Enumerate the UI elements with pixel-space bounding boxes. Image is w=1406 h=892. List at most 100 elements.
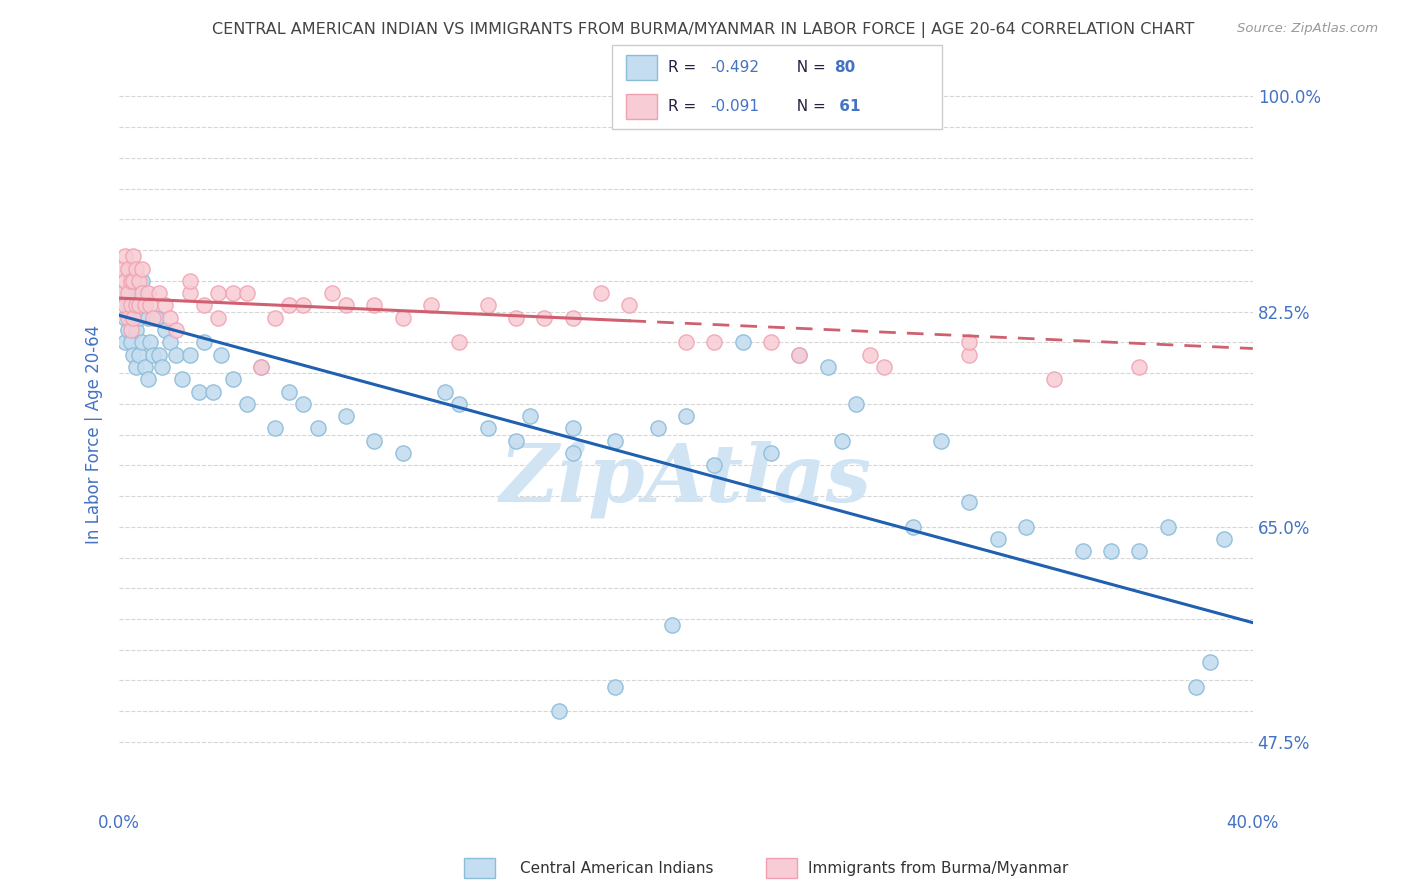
Point xyxy=(391,310,413,325)
Point xyxy=(125,359,148,374)
Point xyxy=(292,397,315,411)
Point xyxy=(335,409,357,424)
Point xyxy=(139,298,162,312)
Point xyxy=(136,286,159,301)
Point xyxy=(675,409,697,424)
Point xyxy=(134,298,156,312)
Point xyxy=(533,310,555,325)
Text: CENTRAL AMERICAN INDIAN VS IMMIGRANTS FROM BURMA/MYANMAR IN LABOR FORCE | AGE 20: CENTRAL AMERICAN INDIAN VS IMMIGRANTS FR… xyxy=(212,22,1194,38)
Point xyxy=(1128,544,1150,558)
Point xyxy=(505,434,527,448)
Point xyxy=(703,335,725,350)
Point xyxy=(831,434,853,448)
Text: -0.492: -0.492 xyxy=(710,61,759,75)
Point xyxy=(250,359,273,374)
Point xyxy=(987,532,1010,546)
Point xyxy=(120,323,142,337)
Point xyxy=(117,310,139,325)
Point xyxy=(122,310,145,325)
Point xyxy=(120,274,142,288)
Point xyxy=(236,397,259,411)
Point xyxy=(1128,359,1150,374)
Point xyxy=(759,335,782,350)
Point xyxy=(111,261,134,276)
Text: Immigrants from Burma/Myanmar: Immigrants from Burma/Myanmar xyxy=(808,862,1069,876)
Point xyxy=(193,335,215,350)
Point xyxy=(122,274,145,288)
Point xyxy=(363,298,385,312)
Point xyxy=(122,249,145,263)
Point xyxy=(131,286,153,301)
Point xyxy=(221,372,243,386)
Text: -0.091: -0.091 xyxy=(710,99,759,113)
Point xyxy=(207,286,229,301)
Point xyxy=(128,298,150,312)
Point xyxy=(153,298,176,312)
Point xyxy=(114,298,136,312)
Point xyxy=(605,680,627,694)
Point xyxy=(278,384,301,399)
Text: R =: R = xyxy=(668,61,702,75)
Point xyxy=(561,446,583,460)
Text: N =: N = xyxy=(787,99,831,113)
Point xyxy=(1043,372,1066,386)
Point xyxy=(859,348,882,362)
Point xyxy=(434,384,457,399)
Point xyxy=(1213,532,1236,546)
Point xyxy=(114,249,136,263)
Point xyxy=(901,520,924,534)
Point xyxy=(449,335,471,350)
Point xyxy=(335,298,357,312)
Text: Central American Indians: Central American Indians xyxy=(520,862,714,876)
Point xyxy=(321,286,343,301)
Point xyxy=(159,310,181,325)
Text: 80: 80 xyxy=(834,61,855,75)
Point xyxy=(117,261,139,276)
Point xyxy=(929,434,952,448)
Point xyxy=(111,286,134,301)
Point xyxy=(236,286,259,301)
Point xyxy=(114,335,136,350)
Point xyxy=(207,310,229,325)
Point xyxy=(142,310,165,325)
Point xyxy=(120,335,142,350)
Point xyxy=(703,458,725,473)
Point xyxy=(148,348,170,362)
Point xyxy=(449,397,471,411)
Point xyxy=(193,298,215,312)
Text: ZipAtlas: ZipAtlas xyxy=(501,441,872,518)
Point xyxy=(1199,655,1222,669)
Point xyxy=(187,384,209,399)
Point xyxy=(131,274,153,288)
Point xyxy=(142,348,165,362)
Point xyxy=(845,397,868,411)
Point xyxy=(209,348,232,362)
Point xyxy=(221,286,243,301)
Point xyxy=(264,421,287,435)
Point xyxy=(420,298,443,312)
Point xyxy=(125,323,148,337)
Point xyxy=(477,298,499,312)
Point xyxy=(134,298,156,312)
Point xyxy=(675,335,697,350)
Point xyxy=(292,298,315,312)
Point xyxy=(117,261,139,276)
Point xyxy=(959,348,981,362)
Point xyxy=(477,421,499,435)
Point xyxy=(117,286,139,301)
Point xyxy=(179,286,201,301)
Point xyxy=(1099,544,1122,558)
Point xyxy=(561,310,583,325)
Point xyxy=(619,298,641,312)
Point xyxy=(125,298,148,312)
Point xyxy=(117,298,139,312)
Point xyxy=(128,274,150,288)
Point xyxy=(131,261,153,276)
Point xyxy=(250,359,273,374)
Point xyxy=(505,310,527,325)
Point xyxy=(120,274,142,288)
Text: N =: N = xyxy=(787,61,831,75)
Point xyxy=(120,310,142,325)
Point xyxy=(134,359,156,374)
Point xyxy=(117,323,139,337)
